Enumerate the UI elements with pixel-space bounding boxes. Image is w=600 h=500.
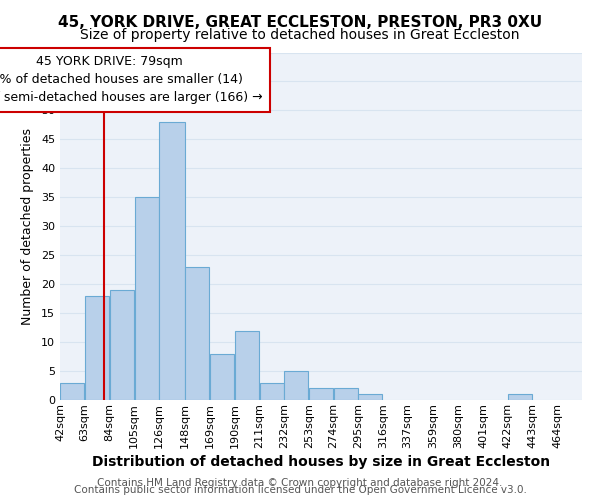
Y-axis label: Number of detached properties: Number of detached properties [21,128,34,325]
Bar [61,382,85,400]
Bar [358,394,382,400]
Bar [309,388,333,400]
Bar [185,267,209,400]
Bar [508,394,532,400]
Bar [334,388,358,400]
Text: 45, YORK DRIVE, GREAT ECCLESTON, PRESTON, PR3 0XU: 45, YORK DRIVE, GREAT ECCLESTON, PRESTON… [58,15,542,30]
Text: Size of property relative to detached houses in Great Eccleston: Size of property relative to detached ho… [80,28,520,42]
Bar [260,382,284,400]
Bar [134,198,158,400]
Text: 45 YORK DRIVE: 79sqm
← 8% of detached houses are smaller (14)
92% of semi-detach: 45 YORK DRIVE: 79sqm ← 8% of detached ho… [0,56,263,104]
X-axis label: Distribution of detached houses by size in Great Eccleston: Distribution of detached houses by size … [92,455,550,469]
Text: Contains HM Land Registry data © Crown copyright and database right 2024.: Contains HM Land Registry data © Crown c… [97,478,503,488]
Text: Contains public sector information licensed under the Open Government Licence v3: Contains public sector information licen… [74,485,526,495]
Bar [85,296,109,400]
Bar [110,290,134,400]
Bar [284,371,308,400]
Bar [210,354,234,400]
Bar [160,122,185,400]
Bar [235,330,259,400]
